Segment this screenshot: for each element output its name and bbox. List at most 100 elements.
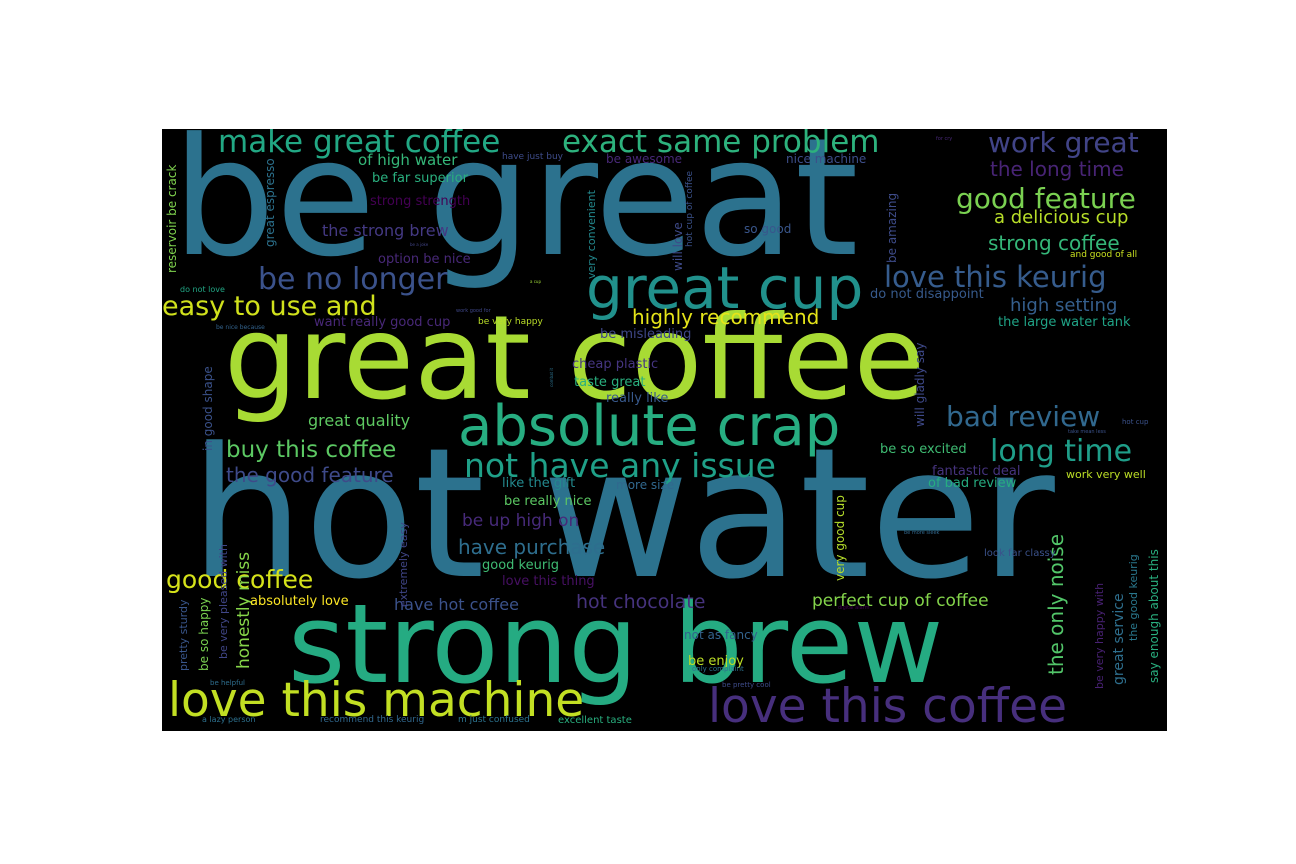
word: be enjoy — [688, 654, 744, 669]
word: love this machine — [168, 673, 585, 728]
word: be misleading — [600, 327, 692, 342]
word: absolute crap — [458, 394, 841, 459]
word: be more sleek — [904, 530, 940, 536]
word: nice machine — [786, 152, 867, 166]
word: love this coffee — [708, 679, 1067, 731]
word: work very well — [1066, 468, 1146, 481]
word: be very pleased with — [217, 544, 230, 659]
word: the long time — [990, 157, 1124, 181]
word: have hot coffee — [394, 595, 519, 614]
word: be really nice — [504, 494, 592, 509]
word: hot water — [190, 410, 1055, 619]
word: want really good cup — [314, 315, 451, 330]
word: great quality — [308, 411, 411, 430]
word: hot cup of coffee — [685, 170, 695, 247]
word: have just buy — [502, 152, 563, 162]
word: be up high on — [462, 511, 580, 531]
word: have purchase — [458, 535, 606, 559]
word: a cup — [530, 279, 541, 284]
word: be pretty cool — [722, 681, 771, 689]
word: be amazing — [885, 192, 899, 263]
word: very good cup — [833, 495, 847, 581]
word: long time — [990, 434, 1133, 469]
word: easy to use and — [162, 291, 377, 322]
word: be helpful — [210, 679, 245, 687]
word: option be nice — [378, 252, 471, 267]
word: do not love — [180, 285, 225, 294]
word: the strong brew — [322, 221, 449, 240]
word: in good shape — [201, 366, 215, 451]
word: will love — [671, 222, 685, 271]
word: be awesome — [606, 152, 683, 166]
word: not have any issue — [464, 446, 776, 485]
word: very convenient — [585, 190, 598, 279]
word: a lazy person — [202, 715, 256, 724]
word-cloud: be great hot water great coffee strong b… — [162, 129, 1167, 731]
word: extremely easy — [397, 522, 410, 607]
word: fantastic deal — [932, 464, 1021, 479]
word: look far classy — [984, 548, 1056, 559]
word: work great — [988, 129, 1139, 159]
word: only complaint — [692, 665, 744, 673]
word: digital alarm — [838, 605, 870, 611]
word: cheap plastic — [572, 357, 659, 372]
word: hot cup — [1122, 418, 1149, 426]
word: be no longer — [258, 262, 448, 297]
word: for cry — [936, 136, 953, 142]
word: be very happy — [478, 317, 543, 327]
word: be so excited — [880, 442, 967, 457]
word: be great — [172, 129, 859, 293]
word: hot chocolate — [576, 591, 706, 613]
word: reservoir be crack — [165, 164, 179, 273]
word: of high water — [358, 151, 458, 169]
word: be a joke — [410, 242, 429, 247]
word: good coffee — [166, 565, 314, 594]
word: good keurig — [482, 558, 560, 573]
word: work good for — [456, 308, 491, 314]
word: not as fancy — [684, 628, 758, 642]
word: love this keurig — [884, 260, 1107, 294]
word: strong strength — [370, 194, 471, 209]
word: excellent taste — [558, 715, 632, 726]
word: so good — [744, 222, 792, 236]
word: strong brew — [288, 580, 944, 708]
word: good feature — [956, 182, 1136, 215]
word: combat it — [549, 367, 554, 387]
word: more size — [616, 478, 675, 492]
word: great espresso — [263, 158, 277, 247]
word: great cup — [586, 254, 864, 322]
word: great coffee — [224, 291, 925, 426]
word: the good feature — [226, 463, 394, 487]
word: a delicious cup — [994, 207, 1129, 228]
word: be very happy with — [1093, 582, 1106, 689]
word: buy this coffee — [226, 437, 397, 463]
word: bad review — [946, 400, 1101, 433]
word: be far superior — [372, 171, 468, 186]
word: like the gift — [502, 476, 576, 491]
word: perfect cup of coffee — [812, 591, 989, 611]
word: strong coffee — [988, 231, 1120, 255]
word: take mean less — [1068, 429, 1106, 435]
word: m just confused — [458, 715, 530, 725]
word: the large water tank — [998, 315, 1131, 330]
word: absolutely love — [250, 594, 349, 609]
word: really like — [606, 391, 669, 406]
word: exact same problem — [562, 129, 880, 160]
word: high setting — [1010, 295, 1118, 316]
word: be so happy — [197, 597, 211, 671]
word: highly recommend — [632, 305, 820, 329]
word: do not disappoint — [870, 287, 984, 302]
word: great service — [1111, 593, 1127, 685]
word: of bad review — [928, 476, 1017, 491]
word: be nice because — [216, 324, 265, 331]
word: recommend this keurig — [320, 715, 425, 725]
word: pretty sturdy — [177, 599, 190, 672]
word: taste great — [574, 375, 646, 390]
word: make great coffee — [218, 129, 501, 160]
word: will gladly say — [913, 342, 927, 427]
word: honestly miss — [234, 551, 254, 669]
word: say enough about this — [1147, 549, 1161, 683]
word: love this thing — [502, 574, 595, 589]
word: and good of all — [1070, 250, 1138, 260]
word: the good keurig — [1127, 554, 1140, 641]
